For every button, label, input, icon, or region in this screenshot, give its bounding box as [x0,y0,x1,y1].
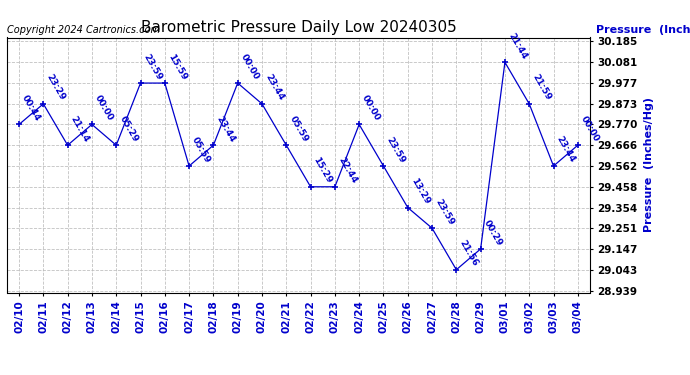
Text: 21:14: 21:14 [69,114,91,144]
Text: 00:29: 00:29 [482,218,504,248]
Text: 15:59: 15:59 [166,52,188,81]
Text: 00:00: 00:00 [360,94,382,123]
Text: 15:29: 15:29 [312,156,334,185]
Text: 23:44: 23:44 [555,135,577,164]
Text: Pressure  (Inches/Hg): Pressure (Inches/Hg) [595,25,690,35]
Text: 21:59: 21:59 [531,73,553,102]
Text: 13:29: 13:29 [409,177,431,206]
Text: 23:44: 23:44 [215,114,237,144]
Text: 00:00: 00:00 [239,53,261,81]
Text: 21:56: 21:56 [457,239,480,268]
Text: 00:44: 00:44 [20,93,42,123]
Text: 23:59: 23:59 [433,197,455,226]
Text: 00:00: 00:00 [579,115,601,144]
Text: Copyright 2024 Cartronics.com: Copyright 2024 Cartronics.com [7,25,160,35]
Text: 23:59: 23:59 [141,52,164,81]
Text: 23:59: 23:59 [384,135,407,164]
Text: 05:29: 05:29 [117,114,139,144]
Text: 23:29: 23:29 [45,73,67,102]
Text: 00:00: 00:00 [93,94,115,123]
Text: 05:59: 05:59 [190,135,213,164]
Y-axis label: Pressure  (Inches/Hg): Pressure (Inches/Hg) [644,98,653,232]
Text: 22:44: 22:44 [336,156,358,185]
Text: 21:44: 21:44 [506,31,529,61]
Title: Barometric Pressure Daily Low 20240305: Barometric Pressure Daily Low 20240305 [141,20,456,35]
Text: 05:59: 05:59 [288,114,310,144]
Text: 23:44: 23:44 [263,73,286,102]
